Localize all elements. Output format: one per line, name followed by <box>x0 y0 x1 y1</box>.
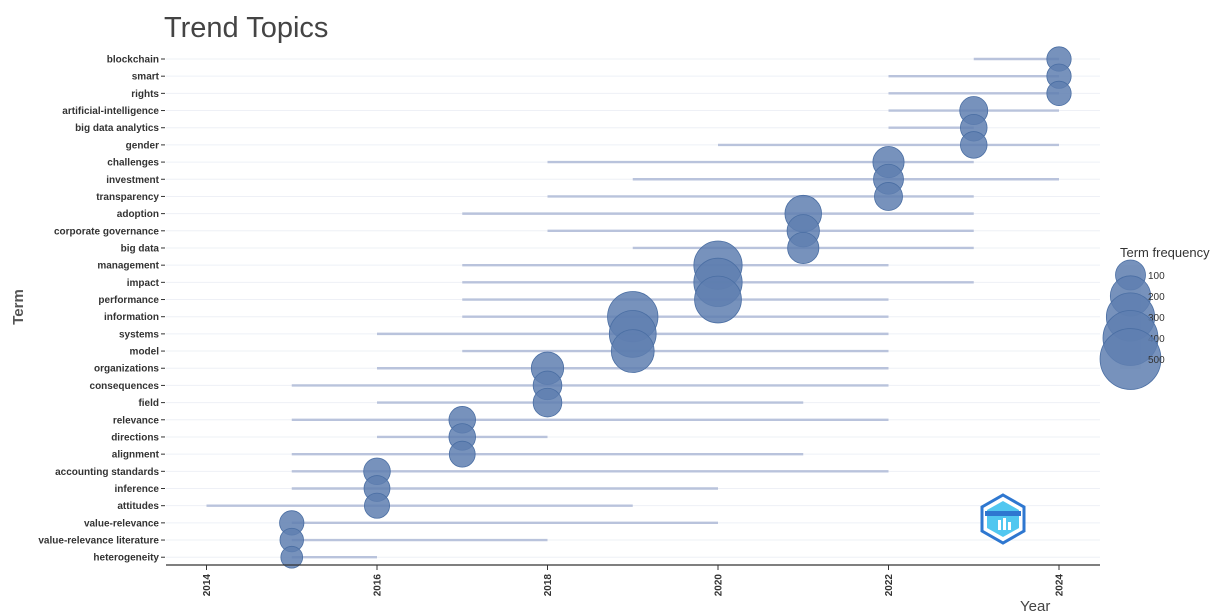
term-label: value-relevance <box>84 518 159 529</box>
x-tick-label: 2014 <box>202 574 213 597</box>
term-label: transparency <box>96 192 159 203</box>
term-label: consequences <box>90 381 160 392</box>
term-label: gender <box>126 140 159 151</box>
term-label: field <box>138 398 159 409</box>
term-point <box>1046 80 1072 106</box>
term-label: smart <box>132 72 160 83</box>
term-label: alignment <box>112 450 160 461</box>
legend-label: 100 <box>1148 271 1165 282</box>
legend-label: 500 <box>1148 355 1165 366</box>
x-tick-label: 2018 <box>543 574 554 597</box>
term-label: systems <box>119 329 159 340</box>
term-label: information <box>104 312 159 323</box>
legend-title: Term frequency <box>1120 245 1210 260</box>
term-label: rights <box>131 89 159 100</box>
term-label: organizations <box>94 364 159 375</box>
term-label: heterogeneity <box>93 553 159 564</box>
y-axis-title: Term <box>10 289 27 325</box>
term-label: performance <box>98 295 159 306</box>
x-tick-label: 2022 <box>884 574 895 597</box>
term-point <box>694 275 742 324</box>
x-axis: 2014 2016 2018 2020 2022 2024 <box>166 564 1100 597</box>
x-tick-label: 2016 <box>373 574 384 597</box>
term-label: attitudes <box>117 501 159 512</box>
term-point <box>364 492 390 519</box>
term-label: model <box>130 347 160 358</box>
term-label: investment <box>106 175 159 186</box>
legend-label: 300 <box>1148 313 1165 324</box>
term-label: blockchain <box>107 55 159 66</box>
term-point <box>960 131 988 159</box>
term-label: big data analytics <box>75 123 159 134</box>
term-label: accounting standards <box>55 467 159 478</box>
term-label: directions <box>111 432 159 443</box>
legend-label: 200 <box>1148 292 1165 303</box>
term-point <box>610 329 655 373</box>
term-point <box>787 231 820 264</box>
x-tick-label: 2024 <box>1055 574 1066 597</box>
legend-key <box>1099 328 1162 390</box>
chart-title: Trend Topics <box>164 12 328 44</box>
term-label: impact <box>127 278 160 289</box>
legend-label: 400 <box>1148 334 1165 345</box>
term-label: adoption <box>117 209 159 220</box>
term-label: relevance <box>113 415 160 426</box>
term-label: inference <box>115 484 160 495</box>
size-legend: Term frequency 100 200 300 400 500 <box>1099 245 1210 390</box>
term-point <box>448 440 476 468</box>
term-label: challenges <box>107 158 159 169</box>
term-label: artificial-intelligence <box>62 106 159 117</box>
x-axis-title: Year <box>1020 598 1050 611</box>
y-axis-labels: blockchain smart rights artificial-intellig… <box>38 55 165 564</box>
term-label: management <box>97 261 159 272</box>
term-point <box>532 387 563 418</box>
bibliometrix-logo <box>980 493 1026 545</box>
x-tick-label: 2020 <box>714 574 725 597</box>
term-point <box>874 182 903 211</box>
term-points <box>279 46 1072 569</box>
term-label: big data <box>121 243 160 254</box>
term-label: value-relevance literature <box>38 536 159 547</box>
term-point <box>280 545 304 569</box>
term-label: corporate governance <box>54 226 159 237</box>
